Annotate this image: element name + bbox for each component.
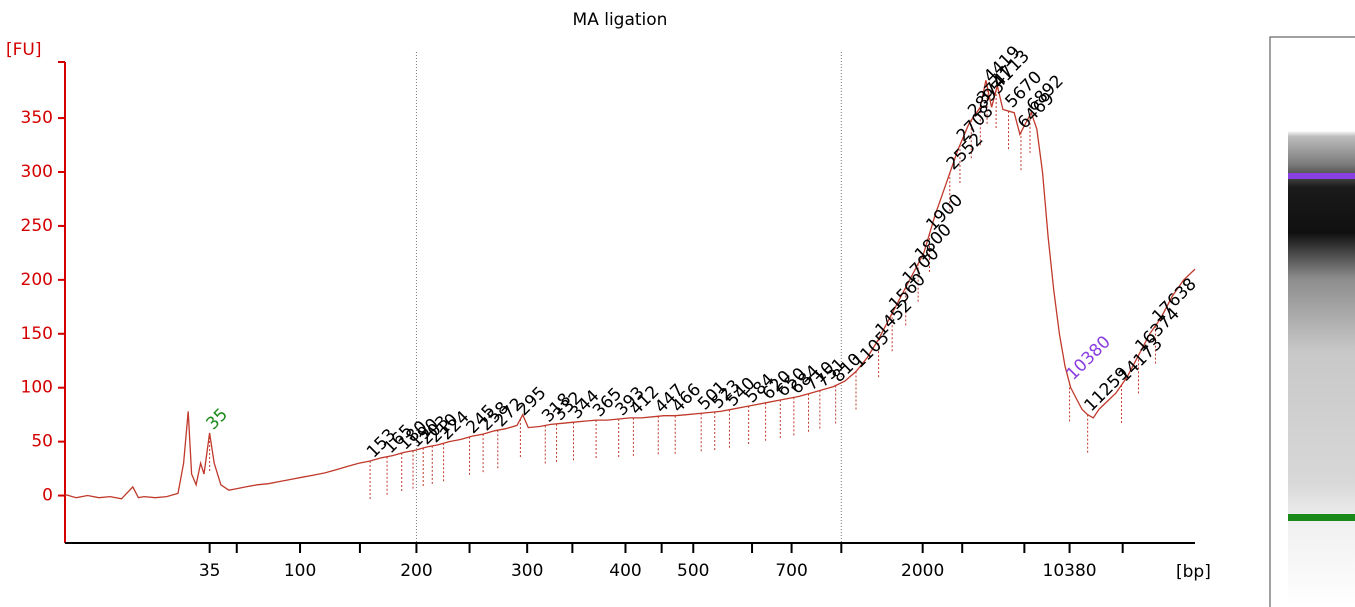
x-tick-label: 2000: [901, 561, 944, 581]
lower-marker: [1288, 514, 1355, 521]
y-tick-label: 0: [42, 486, 53, 506]
y-tick-label: 150: [21, 324, 53, 344]
y-tick-label: 350: [21, 108, 53, 128]
x-tick-label: 10380: [1043, 561, 1097, 581]
chart-title: MA ligation: [573, 10, 668, 30]
x-tick-label: 35: [199, 561, 221, 581]
x-tick-label: 200: [400, 561, 432, 581]
upper-marker: [1288, 173, 1355, 179]
x-tick-label: 300: [511, 561, 543, 581]
y-tick-label: 50: [31, 432, 53, 452]
trace: [64, 80, 1196, 500]
y-tick-label: 300: [21, 162, 53, 182]
x-axis-label: [bp]: [1176, 562, 1211, 582]
peak-label: 35: [203, 405, 232, 434]
gel-band: [1288, 40, 1355, 607]
y-tick-label: 100: [21, 378, 53, 398]
y-axis-label: [FU]: [6, 40, 42, 60]
gel-lane: [1269, 36, 1355, 607]
x-tick-label: 500: [677, 561, 709, 581]
x-tick-label: 700: [775, 561, 807, 581]
x-tick-label: 400: [609, 561, 641, 581]
y-tick-label: 200: [21, 270, 53, 290]
x-tick-label: 100: [284, 561, 316, 581]
y-tick-label: 250: [21, 216, 53, 236]
